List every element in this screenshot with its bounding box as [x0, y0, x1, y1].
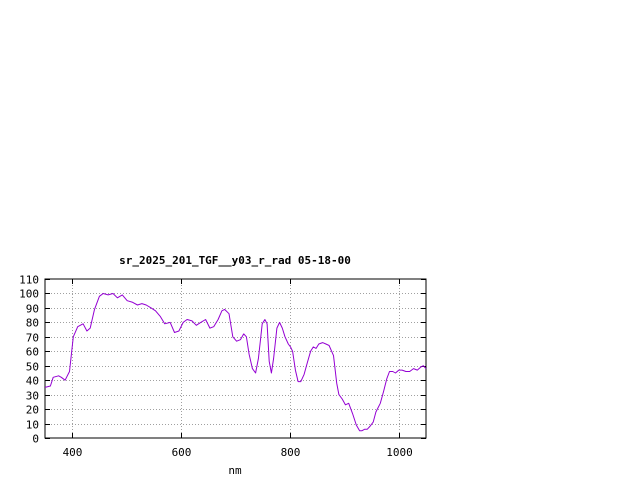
- y-tick-label: 80: [26, 317, 39, 330]
- axis-ticks: [45, 279, 426, 439]
- grid-lines: [45, 279, 426, 438]
- y-tick-label: 30: [26, 390, 39, 403]
- x-tick-label: 1000: [386, 446, 413, 459]
- x-tick-label: 400: [63, 446, 83, 459]
- y-tick-label: 110: [19, 274, 39, 287]
- plot-frame: [44, 278, 427, 439]
- y-tick-label: 90: [26, 303, 39, 316]
- x-tick-label: 800: [281, 446, 301, 459]
- y-tick-label: 20: [26, 404, 39, 417]
- y-tick-label: 10: [26, 419, 39, 432]
- y-tick-label: 70: [26, 332, 39, 345]
- series-line: [44, 293, 427, 432]
- y-tick-label: 60: [26, 346, 39, 359]
- y-tick-label: 50: [26, 361, 39, 374]
- y-tick-label: 40: [26, 375, 39, 388]
- chart-title: sr_2025_201_TGF__y03_r_rad 05-18-00: [119, 254, 351, 267]
- series-layer: [44, 293, 427, 432]
- x-axis-label: nm: [228, 464, 242, 477]
- x-tick-label: 600: [172, 446, 192, 459]
- y-tick-label: 100: [19, 288, 39, 301]
- y-tick-label: 0: [32, 433, 39, 446]
